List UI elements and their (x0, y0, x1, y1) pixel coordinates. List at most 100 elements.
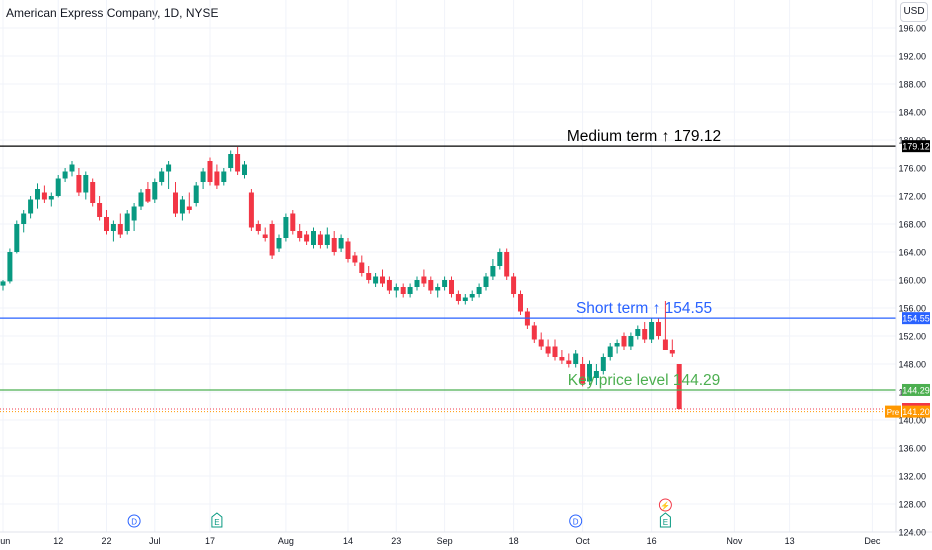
level-axis-badge-text: 179.12 (902, 142, 930, 152)
candle-body (235, 154, 241, 172)
candle-body (435, 287, 441, 291)
candle-body (41, 192, 47, 200)
candle-body (145, 189, 151, 202)
candle-body (642, 329, 648, 340)
candle-body (676, 364, 682, 410)
candle-body (607, 346, 613, 357)
candle-body (649, 322, 655, 340)
x-tick-label: Jun (0, 536, 10, 546)
candle-body (179, 199, 185, 214)
split-news-icon[interactable] (658, 498, 672, 512)
candle-body (69, 164, 75, 172)
split-news-label: ⚡ (660, 501, 670, 511)
candle-body (290, 213, 296, 231)
candle-body (104, 217, 109, 231)
y-tick-label: 156.00 (898, 304, 926, 314)
symbol-title: American Express Company, 1D, NYSE (6, 6, 219, 20)
candle-body (324, 234, 330, 245)
currency-button[interactable]: USD (900, 2, 928, 22)
event-markers[interactable]: D E D E ⚡ (127, 498, 672, 528)
y-tick-label: 136.00 (898, 444, 926, 454)
candle-body (186, 206, 192, 210)
x-tick-label: Oct (576, 536, 591, 546)
candle-body (531, 325, 537, 340)
x-tick-label: 18 (509, 536, 519, 546)
candle-body (518, 294, 523, 312)
x-tick-label: Jul (149, 536, 161, 546)
candle-body (476, 287, 482, 294)
dividend-label: D (573, 518, 579, 527)
candle-body (628, 336, 634, 347)
premarket-tag-text: Pre (887, 408, 900, 417)
earnings-icon[interactable] (211, 512, 223, 528)
y-tick-label: 128.00 (898, 500, 926, 510)
candle-body (262, 234, 268, 238)
candle-body (283, 217, 289, 238)
candle-body (462, 297, 468, 301)
candle-body (110, 224, 116, 231)
level-label: Medium term ↑ 179.12 (567, 128, 721, 145)
level-axis-badge-text: 154.55 (902, 314, 930, 324)
y-tick-label: 188.00 (898, 80, 926, 90)
candle-body (138, 192, 144, 207)
x-tick-label: 13 (785, 536, 795, 546)
x-tick-label: Sep (437, 536, 453, 546)
candle-body (573, 353, 579, 364)
candle-body (297, 231, 303, 238)
candle-body (469, 294, 475, 298)
y-tick-label: 172.00 (898, 192, 926, 202)
y-tick-label: 184.00 (898, 108, 926, 118)
candle-body (393, 287, 399, 291)
candle-body (7, 252, 13, 282)
dividend-icon[interactable] (127, 514, 141, 528)
candle-body (0, 281, 6, 286)
time-axis[interactable]: Jun 12 22 Jul 17 Aug 14 23 Sep 18 Oct 16 Nov 13 Dec (0, 536, 881, 546)
horizontal-levels[interactable]: Medium term ↑ 179.12 Short term ↑ 154.55 K… (0, 128, 896, 413)
premarket-badge[interactable] (902, 405, 930, 418)
candle-body (276, 238, 282, 249)
candle-body (400, 287, 406, 294)
candle-body (193, 185, 199, 203)
candle-body (173, 192, 178, 214)
level-axis-badge (902, 312, 930, 325)
y-tick-label: 196.00 (898, 24, 926, 34)
y-tick-label: 132.00 (898, 472, 926, 482)
x-tick-label: 14 (343, 536, 353, 546)
candle-body (21, 213, 27, 224)
candle-body (366, 273, 372, 280)
candle-body (242, 164, 247, 175)
candle-body (331, 238, 337, 252)
candle-body (421, 276, 427, 284)
level-label: Short term ↑ 154.55 (576, 300, 712, 317)
candle-body (304, 234, 310, 242)
candle-body (559, 357, 565, 361)
candle-body (483, 276, 489, 287)
candle-body (338, 238, 344, 249)
level-label: Key price level 144.29 (568, 372, 721, 389)
candle-body (511, 276, 517, 294)
candle-body (455, 294, 461, 301)
candle-body (166, 164, 172, 172)
candle-body (207, 161, 213, 182)
x-tick-label: 16 (647, 536, 657, 546)
candle-body (248, 192, 254, 228)
candle-body (497, 252, 503, 266)
earnings-label: E (214, 518, 219, 527)
candle-body (580, 364, 586, 384)
candle-body (55, 178, 61, 196)
earnings-icon[interactable] (659, 512, 671, 528)
price-axis[interactable]: 124.00128.00132.00136.00140.00144.00148.… (885, 24, 930, 538)
candle-body (449, 280, 454, 294)
dividend-icon[interactable] (569, 514, 583, 528)
x-tick-label: 12 (53, 536, 63, 546)
x-tick-label: Aug (278, 536, 294, 546)
y-tick-label: 192.00 (898, 52, 926, 62)
candle-body (76, 175, 82, 193)
candle-body (352, 255, 358, 263)
candle-body (635, 329, 641, 336)
candle-body (28, 199, 34, 214)
candle-body (311, 231, 316, 245)
candle-body (62, 171, 68, 179)
candle-body (228, 154, 234, 168)
